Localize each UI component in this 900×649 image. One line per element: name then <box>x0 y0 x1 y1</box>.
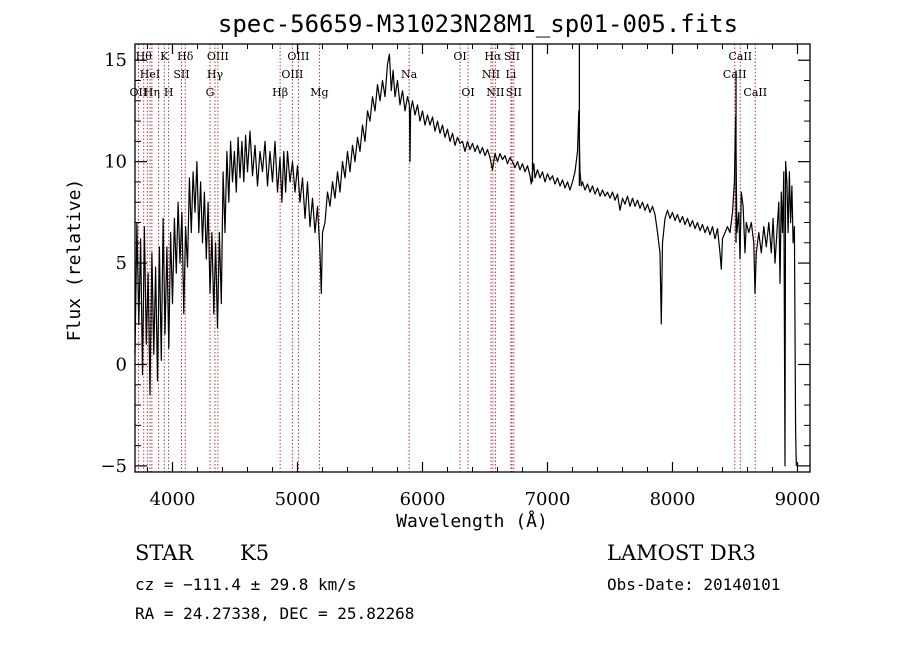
line-label-28: CaII <box>743 86 767 99</box>
y-axis: −5 0 5 10 15 <box>100 50 810 477</box>
x-tick-label-0: 4000 <box>150 489 196 510</box>
line-label-10: G <box>206 86 215 99</box>
line-label-19: OI <box>461 86 474 99</box>
line-label-13: Hβ <box>272 86 288 99</box>
object-subclass: K5 <box>240 541 269 565</box>
line-label-25: SII <box>506 86 522 99</box>
line-label-27: CaII <box>728 50 752 63</box>
line-label-24: SII <box>504 50 520 63</box>
line-label-18: OI <box>453 50 466 63</box>
line-label-3: HeI <box>140 68 160 81</box>
chart-title: spec-56659-M31023N28M1_sp01-005.fits <box>218 10 738 38</box>
line-label-6: K <box>160 50 169 63</box>
x-tick-label-3: 7000 <box>525 489 571 510</box>
line-label-1: Hθ <box>136 50 153 63</box>
line-label-8: SII <box>173 68 189 81</box>
line-label-0: OII <box>130 86 148 99</box>
x-axis: 4000 5000 6000 7000 8000 9000 <box>147 44 821 510</box>
line-label-22: NII <box>486 86 504 99</box>
y-tick-label-4: 15 <box>104 50 127 71</box>
line-label-21: Hα <box>484 50 502 63</box>
x-tick-label-5: 9000 <box>775 489 821 510</box>
line-label-11: Hγ <box>207 68 224 81</box>
y-tick-label-3: 10 <box>104 152 127 173</box>
line-label-9: Hδ <box>177 50 194 63</box>
line-label-7: H <box>164 86 174 99</box>
x-tick-label-1: 5000 <box>275 489 321 510</box>
line-label-23: Li <box>505 68 516 81</box>
plot-frame <box>134 43 811 473</box>
line-label-14: OIII <box>281 68 303 81</box>
object-class: STAR <box>135 541 194 565</box>
x-axis-label: Wavelength (Å) <box>396 510 548 532</box>
coordinates: RA = 24.27338, DEC = 25.82268 <box>135 604 414 623</box>
y-tick-label-0: −5 <box>100 456 127 477</box>
spectrum-series-line <box>134 53 797 467</box>
x-tick-label-2: 6000 <box>400 489 446 510</box>
line-label-17: Na <box>401 68 418 81</box>
line-label-15: OIII <box>287 50 309 63</box>
line-label-20: NII <box>482 68 500 81</box>
y-tick-label-2: 5 <box>116 253 127 274</box>
y-axis-label: Flux (relative) <box>64 179 85 342</box>
line-label-16: Mg <box>310 86 328 99</box>
emission-line-labels: OII Hθ HeI Hη K H SII Hδ G Hγ OIII Hβ OIII OIII Mg Na OI… <box>130 50 768 99</box>
survey-name: LAMOST DR3 <box>607 541 756 565</box>
line-label-26: CaII <box>723 68 747 81</box>
observation-date: Obs-Date: 20140101 <box>607 575 780 594</box>
line-label-4: Hη <box>144 86 160 99</box>
spectrum-spikes <box>531 44 737 243</box>
y-tick-label-1: 0 <box>116 354 127 375</box>
x-tick-label-4: 8000 <box>650 489 696 510</box>
redshift-cz: cz = −111.4 ± 29.8 km/s <box>135 575 357 594</box>
emission-line-markers <box>137 44 756 472</box>
line-label-12: OIII <box>207 50 229 63</box>
